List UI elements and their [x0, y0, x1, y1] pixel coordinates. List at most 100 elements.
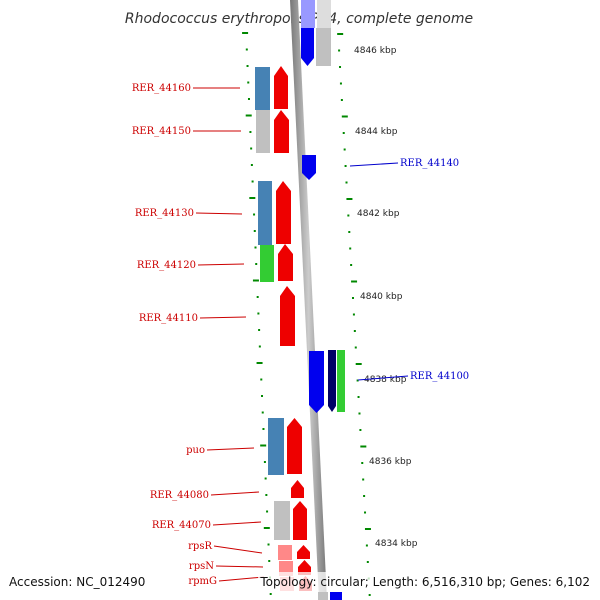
- tick-mark: [365, 544, 368, 547]
- tick-mark: [260, 444, 267, 447]
- cds-rer-44160[interactable]: [274, 66, 288, 109]
- tick-mark: [338, 49, 341, 52]
- tick-mark: [249, 197, 256, 199]
- scale-label: 4846 kbp: [354, 46, 397, 56]
- tick-mark: [346, 198, 353, 200]
- cog-box: [330, 592, 342, 600]
- footer-backdrop: [258, 572, 598, 592]
- gene-label-rps-n[interactable]: rpsN: [189, 561, 214, 572]
- gene-label-rer-44160[interactable]: RER_44160: [132, 83, 191, 94]
- tick-mark: [363, 495, 366, 497]
- cds-rps-r[interactable]: [297, 545, 310, 559]
- scale-label: 4838 kbp: [364, 375, 407, 385]
- label-leaders: [193, 87, 409, 582]
- tick-mark: [251, 180, 254, 183]
- gene-label-rer-44110[interactable]: RER_44110: [139, 313, 198, 324]
- tick-mark: [245, 114, 252, 117]
- scale-label: 4836 kbp: [369, 457, 412, 467]
- tick-mark: [348, 231, 351, 233]
- genome-backbone: [290, 0, 327, 600]
- tick-mark: [340, 99, 343, 101]
- cds-rer-44110[interactable]: [280, 286, 295, 346]
- tick-mark: [258, 345, 261, 348]
- tick-mark: [341, 115, 348, 118]
- tick-mark: [339, 82, 342, 85]
- scale-label: 4842 kbp: [357, 209, 400, 219]
- gene-label-rer-44120[interactable]: RER_44120: [137, 260, 196, 271]
- cds-reverse-top[interactable]: [301, 28, 314, 66]
- tick-mark: [352, 313, 355, 316]
- leader-line: [213, 545, 263, 554]
- topology-summary: Topology: circular; Length: 6,516,310 bp…: [259, 575, 590, 589]
- tick-mark: [261, 411, 264, 414]
- tick-mark: [252, 279, 259, 282]
- tick-mark: [264, 477, 267, 480]
- tick-mark: [250, 164, 253, 166]
- gene-label-rer-44140[interactable]: RER_44140: [400, 158, 459, 169]
- tick-mark: [262, 428, 265, 430]
- cds-rer-44100-a[interactable]: [309, 351, 324, 413]
- gene-label-puo[interactable]: puo: [186, 445, 205, 456]
- gene-label-rer-44070[interactable]: RER_44070: [152, 520, 211, 531]
- cog-box: [274, 501, 290, 540]
- leader-line: [195, 212, 243, 215]
- cog-box: [256, 110, 270, 153]
- gene-label-rer-44080[interactable]: RER_44080: [150, 490, 209, 501]
- cog-box: [318, 592, 328, 600]
- tick-mark: [257, 312, 260, 315]
- tick-mark: [265, 494, 268, 496]
- scale-label: 4834 kbp: [375, 539, 418, 549]
- accession-text: Accession: NC_012490: [9, 575, 145, 589]
- tick-mark: [362, 478, 365, 481]
- cds-rer-44120[interactable]: [278, 244, 293, 281]
- tick-mark: [358, 412, 361, 415]
- cds-puo[interactable]: [287, 418, 302, 474]
- tick-mark: [355, 363, 362, 365]
- cds-rer-44070[interactable]: [293, 501, 307, 540]
- tick-mark: [359, 429, 362, 431]
- tick-mark: [266, 510, 269, 513]
- tick-mark: [354, 346, 357, 349]
- tick-mark: [253, 213, 256, 216]
- tick-mark: [253, 230, 256, 232]
- leader-line: [215, 565, 264, 568]
- scale-label: 4840 kbp: [360, 292, 403, 302]
- cog-box: [255, 67, 270, 110]
- tick-mark: [250, 147, 253, 150]
- cds-rer-44140[interactable]: [302, 155, 316, 180]
- tick-mark: [245, 48, 248, 51]
- tick-mark: [368, 594, 371, 596]
- gene-label-rpm-g[interactable]: rpmG: [188, 576, 217, 587]
- scale-label: 4844 kbp: [355, 127, 398, 137]
- tick-mark: [337, 33, 344, 35]
- gene-label-rer-44130[interactable]: RER_44130: [135, 208, 194, 219]
- tick-mark: [255, 263, 258, 265]
- tick-mark: [356, 379, 359, 382]
- tick-mark: [364, 511, 367, 514]
- cds-rer-44150[interactable]: [274, 110, 289, 153]
- tick-mark: [269, 593, 272, 595]
- cds-rer-44080[interactable]: [291, 480, 304, 498]
- cds-rer-44130[interactable]: [276, 181, 291, 244]
- map-title: Rhodococcus erythropolis PR4, complete g…: [125, 11, 473, 27]
- cds-rps-n[interactable]: [298, 560, 311, 575]
- tick-mark: [364, 528, 371, 530]
- tick-mark: [261, 395, 264, 397]
- tick-mark: [260, 378, 263, 381]
- cog-box: [268, 418, 284, 475]
- tick-mark: [353, 330, 356, 332]
- cog-box: [316, 28, 331, 66]
- tick-mark: [249, 131, 252, 133]
- gene-label-rer-44100[interactable]: RER_44100: [410, 371, 469, 382]
- cds-rer-44100-b[interactable]: [328, 350, 336, 412]
- tick-mark: [242, 32, 249, 34]
- leader-line: [218, 576, 265, 582]
- cog-box: [301, 0, 315, 28]
- tick-mark: [357, 396, 360, 398]
- gene-label-rer-44150[interactable]: RER_44150: [132, 126, 191, 137]
- gene-label-rps-r[interactable]: rpsR: [188, 541, 212, 552]
- tick-mark: [351, 280, 358, 283]
- tick-mark: [349, 247, 352, 250]
- tick-mark: [350, 264, 353, 266]
- tick-mark: [342, 132, 345, 134]
